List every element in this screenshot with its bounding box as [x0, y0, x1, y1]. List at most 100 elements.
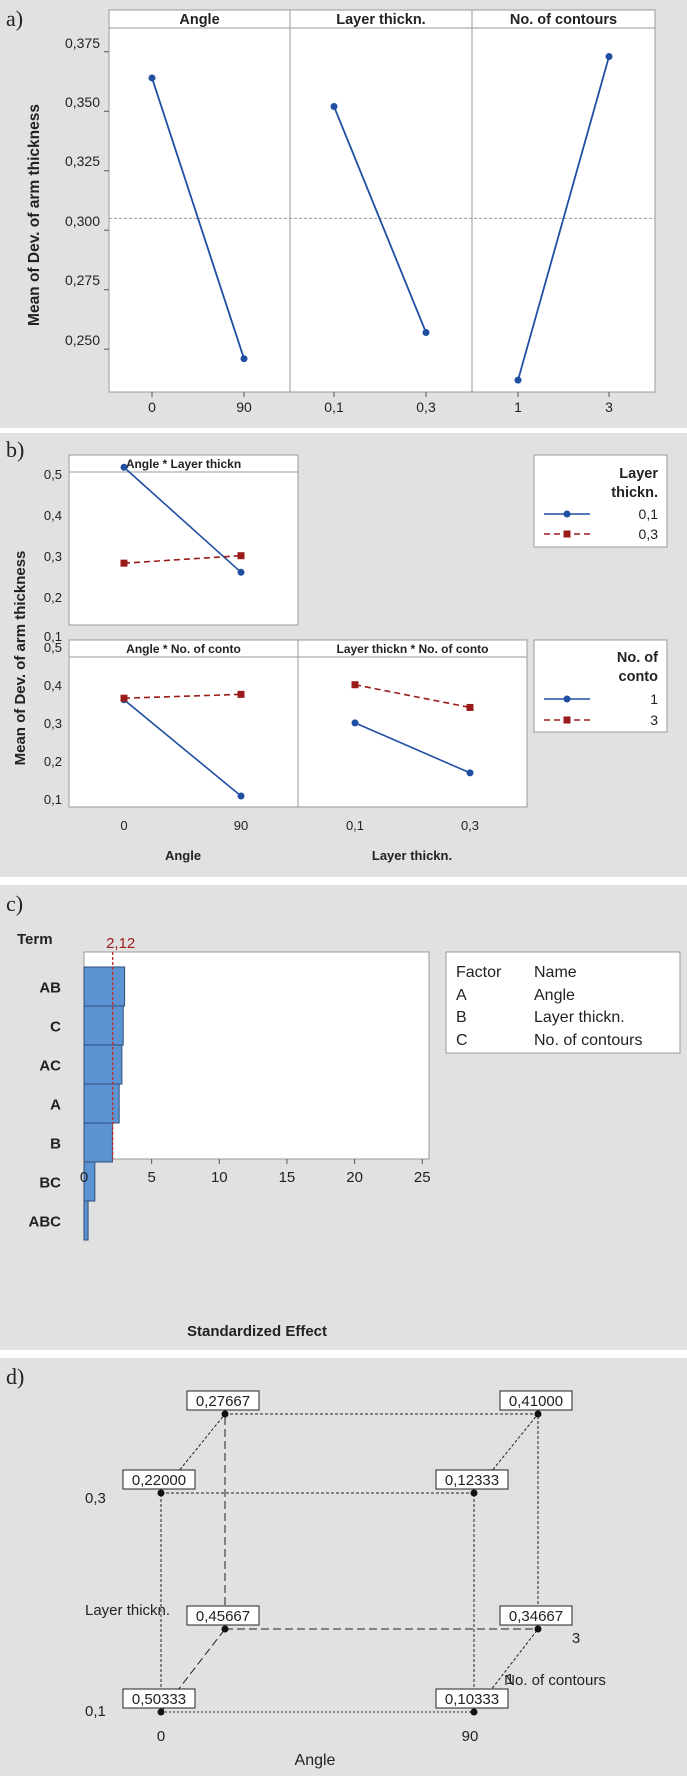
cube-value-label: 0,27667: [196, 1393, 250, 1410]
cube-value-label: 0,10333: [445, 1691, 499, 1708]
reference-value-label: 2,12: [106, 935, 135, 952]
cube-value-box: [499, 1605, 573, 1626]
pareto-term-label: C: [50, 1019, 61, 1036]
interaction-point: [466, 703, 474, 711]
pareto-bar: [83, 1122, 113, 1163]
term-label: Term: [17, 931, 53, 948]
factor-table-header: Factor: [456, 964, 502, 981]
cube-value-label: 0,50333: [132, 1691, 186, 1708]
pareto-term-label: AB: [39, 980, 61, 997]
cube-value-label: 0,12333: [445, 1472, 499, 1489]
legend-contours: No. of conto 1 3: [533, 639, 668, 733]
factor-table-box: [445, 951, 681, 1054]
cube-value-box: [499, 1390, 573, 1411]
x-tick-label: 0,1: [346, 818, 364, 833]
interaction-point: [237, 792, 245, 800]
cube-value-box: [435, 1688, 509, 1709]
interaction-point: [120, 559, 128, 567]
cube-value-box: [122, 1688, 196, 1709]
x-axis-a: 0 90 0,1 0,3 1 3: [148, 399, 613, 415]
y-axis-label-a: Mean of Dev. of arm thickness: [26, 104, 43, 326]
main-effect-line: [517, 56, 610, 381]
legend-title: thickn.: [611, 485, 658, 501]
x-tick-label: 90: [234, 818, 248, 833]
cube-plot: d) 0,50333 0,10333 0,22000 0,12333 0,45667 0,…: [6, 1364, 606, 1769]
cube-value-label: 0,45667: [196, 1608, 250, 1625]
interaction-line: [354, 722, 471, 774]
y-tick-label: 0,3: [44, 716, 62, 731]
pareto-bar: [83, 1161, 96, 1202]
interaction-line: [123, 466, 242, 573]
legend-box: [533, 639, 668, 733]
factor-code: C: [456, 1032, 468, 1049]
pareto-term-label: B: [50, 1136, 61, 1153]
pareto-bar: [83, 966, 126, 1007]
interaction-point: [237, 552, 245, 560]
cube-corner-point: [221, 1410, 229, 1418]
pareto-chart: c) Term Standardized Effect Factor Name …: [6, 891, 681, 1340]
y-tick-label: 0,350: [65, 94, 100, 110]
cube-corner-point: [534, 1625, 542, 1633]
legend-marker: [563, 695, 571, 703]
factor-table: Factor Name A Angle B Layer thickn. C No…: [445, 951, 681, 1054]
x-axis-label-c: Standardized Effect: [187, 1323, 327, 1340]
cube-value-label: 0,22000: [132, 1472, 186, 1489]
interaction-point: [351, 681, 359, 689]
cube-value-label: 0,34667: [509, 1608, 563, 1625]
y-tick-label: 0,3: [44, 549, 62, 564]
y-tick-label: 0,5: [44, 467, 62, 482]
cube-value-box: [122, 1469, 196, 1490]
legend-marker: [563, 530, 571, 538]
y-tick-label: 0,275: [65, 272, 100, 288]
x-tick-label: 15: [279, 1169, 296, 1186]
cube-corner-point: [470, 1708, 478, 1716]
panel-d-cube: d) 0,50333 0,10333 0,22000 0,12333 0,45667 0,…: [0, 1358, 687, 1776]
x-tick-label: 1: [514, 399, 522, 415]
x-tick-label: 0: [80, 1169, 88, 1186]
y-tick-label: 0,1: [44, 792, 62, 807]
main-effect-line: [333, 106, 427, 333]
x-tick-label: 0,3: [461, 818, 479, 833]
main-effect-point: [148, 74, 156, 82]
interaction-point: [237, 568, 245, 576]
cube-corner-point: [534, 1410, 542, 1418]
layer-high-label: 0,3: [85, 1490, 106, 1507]
interaction-point: [120, 463, 128, 471]
pareto-term-label: AC: [39, 1058, 61, 1075]
legend-title: No. of: [617, 650, 658, 666]
y-tick-label: 0,250: [65, 332, 100, 348]
layer-low-label: 0,1: [85, 1703, 106, 1720]
factor-code: B: [456, 1009, 467, 1026]
panel-b-interaction: b) Mean of Dev. of arm thickness Angle *…: [0, 433, 687, 877]
x-tick-label: 20: [346, 1169, 363, 1186]
header-contours: No. of contours: [510, 12, 617, 28]
x-tick-label: 0: [120, 818, 127, 833]
y-tick-label: 0,2: [44, 754, 62, 769]
legend-item: 3: [650, 712, 658, 728]
y-tick-label: 0,375: [65, 35, 100, 51]
x-tick-label: 25: [414, 1169, 431, 1186]
interaction-point: [351, 719, 359, 727]
y-tick-label: 0,2: [44, 590, 62, 605]
subplot-angle-contours: [68, 639, 299, 808]
legend-item: 1: [650, 691, 658, 707]
pareto-bar: [83, 1044, 123, 1085]
factor-name: No. of contours: [534, 1032, 643, 1049]
angle-low-label: 0: [157, 1728, 165, 1745]
legend-marker: [563, 716, 571, 724]
x-tick-label: 0,1: [324, 399, 344, 415]
factor-code: A: [456, 987, 467, 1004]
pareto-bar: [83, 1200, 89, 1241]
layer-axis-label: Layer thickn.: [85, 1602, 170, 1619]
legend-item: 0,1: [639, 506, 659, 522]
main-effect-point: [330, 103, 338, 111]
factor-name: Layer thickn.: [534, 1009, 625, 1026]
interaction-point: [120, 694, 128, 702]
header-layer-contours: Layer thickn * No. of conto: [336, 642, 488, 656]
cube-corner-point: [470, 1489, 478, 1497]
y-axis-label-b: Mean of Dev. of arm thickness: [12, 551, 29, 766]
y-tick-label: 0,5: [44, 640, 62, 655]
x-tick-label: 10: [211, 1169, 228, 1186]
x-tick-label: 0: [148, 399, 156, 415]
subplot-layer-contours: [297, 639, 528, 808]
